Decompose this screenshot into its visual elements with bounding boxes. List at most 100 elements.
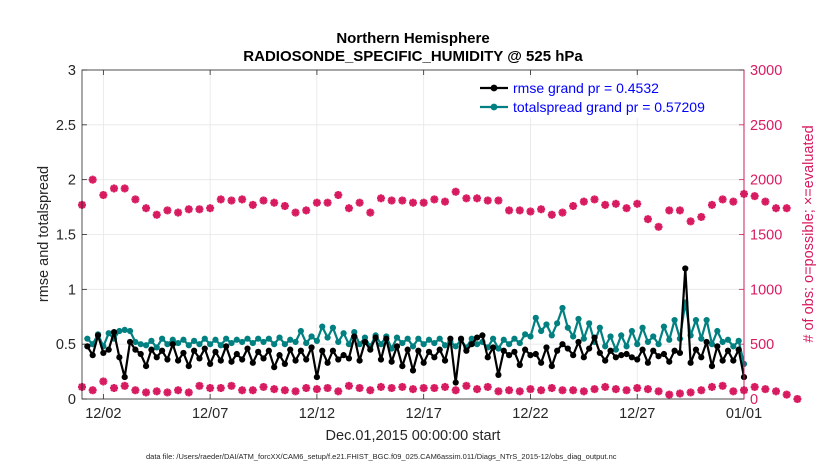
rmse-point: [84, 343, 91, 350]
totalspread-point: [137, 341, 144, 348]
obs-evaluated-marker-core: [517, 388, 523, 394]
rmse-point: [196, 355, 203, 362]
rmse-point: [383, 335, 390, 342]
obs-evaluated-marker: [355, 384, 364, 393]
totalspread-point: [276, 334, 283, 341]
rmse-point: [586, 345, 593, 352]
obs-evaluated-marker-core: [196, 383, 203, 389]
rmse-point: [559, 341, 566, 348]
totalspread-point: [559, 304, 566, 312]
obs-evaluated-marker: [675, 389, 684, 398]
rmse-point: [409, 367, 417, 374]
obs-evaluated-marker: [334, 387, 343, 396]
obs-possible-marker: [729, 197, 738, 206]
obs-possible-marker-core: [111, 185, 117, 192]
obs-evaluated-marker-core: [410, 386, 416, 392]
y2-tick-label: 1000: [750, 282, 782, 298]
obs-evaluated-marker: [729, 387, 738, 396]
rmse-point: [169, 341, 176, 348]
obs-possible-marker: [782, 204, 791, 213]
totalspread-point: [671, 316, 678, 324]
totalspread-point: [142, 342, 150, 349]
obs-possible-marker: [772, 204, 781, 213]
obs-possible-marker: [451, 187, 460, 196]
rmse-point: [244, 345, 251, 352]
obs-evaluated-marker-core: [709, 384, 715, 390]
obs-evaluated-marker: [451, 386, 460, 395]
rmse-point: [538, 359, 545, 366]
rmse-point: [554, 347, 561, 354]
obs-evaluated-marker-core: [602, 384, 608, 390]
obs-possible-marker: [238, 195, 247, 204]
rmse-point: [356, 357, 363, 364]
rmse-point: [671, 347, 678, 354]
totalspread-point: [586, 320, 593, 327]
obs-evaluated-marker-core: [666, 392, 672, 398]
x-tick-label: 12/07: [192, 406, 228, 422]
obs-evaluated-marker: [376, 382, 385, 391]
obs-possible-marker: [547, 210, 556, 219]
obs-possible-marker-core: [688, 218, 694, 224]
obs-possible-marker: [718, 195, 727, 204]
obs-evaluated-marker-core: [677, 390, 683, 397]
x-tick-label: 12/27: [619, 406, 655, 422]
obs-possible-marker: [515, 206, 524, 215]
rmse-point: [607, 347, 614, 354]
obs-possible-marker-core: [730, 199, 736, 205]
obs-possible-marker-core: [122, 185, 128, 192]
obs-evaluated-marker: [665, 390, 674, 399]
rmse-point: [522, 346, 529, 353]
y-tick-label: 0.5: [56, 337, 76, 353]
obs-evaluated-marker: [643, 385, 652, 394]
obs-evaluated-marker: [654, 387, 663, 396]
rmse-point: [452, 379, 459, 386]
obs-evaluated-marker: [323, 384, 332, 393]
obs-evaluated-marker: [686, 388, 695, 397]
obs-possible-marker-core: [602, 202, 608, 208]
obs-possible-marker: [398, 196, 407, 205]
obs-evaluated-marker: [259, 382, 268, 391]
obs-possible-marker: [675, 206, 684, 215]
obs-evaluated-marker-core: [186, 389, 192, 396]
obs-evaluated-marker-core: [655, 388, 662, 394]
y-tick-label: 2.5: [56, 118, 76, 134]
totalspread-point: [420, 341, 427, 348]
totalspread-point: [473, 341, 481, 348]
totalspread-point: [639, 324, 646, 331]
totalspread-point: [132, 338, 139, 346]
legend-marker-totalspread: [490, 103, 498, 111]
obs-possible-marker-core: [645, 216, 651, 222]
totalspread-point: [644, 338, 652, 346]
obs-possible-marker: [686, 217, 695, 226]
obs-possible-marker: [142, 204, 151, 213]
obs-possible-marker-core: [591, 196, 598, 203]
obs-evaluated-marker: [622, 386, 631, 395]
obs-possible-marker: [302, 206, 311, 215]
obs-possible-marker: [195, 205, 204, 214]
totalspread-point: [260, 338, 267, 346]
rmse-point: [543, 344, 550, 351]
obs-possible-marker-core: [773, 205, 779, 211]
rmse-point: [719, 357, 726, 364]
obs-evaluated-marker-core: [271, 386, 277, 392]
y-tick-label: 3: [68, 63, 76, 79]
obs-possible-marker: [419, 198, 428, 207]
y-axis-label: rmse and totalspread: [36, 166, 52, 302]
obs-possible-marker: [462, 194, 471, 203]
totalspread-point: [404, 335, 411, 342]
totalspread-point: [554, 320, 561, 327]
rmse-point: [468, 341, 475, 348]
totalspread-point: [714, 327, 721, 335]
obs-evaluated-marker-core: [474, 386, 480, 392]
obs-evaluated-marker: [590, 385, 599, 394]
rmse-point: [393, 343, 401, 350]
obs-evaluated-marker-core: [90, 387, 96, 393]
rmse-point: [265, 347, 272, 354]
obs-possible-marker: [409, 198, 417, 207]
obs-possible-marker: [280, 201, 289, 210]
totalspread-point: [84, 335, 91, 342]
totalspread-point: [452, 343, 459, 350]
obs-evaluated-marker: [441, 382, 450, 391]
obs-evaluated-marker-core: [570, 387, 576, 393]
obs-possible-marker: [184, 205, 193, 214]
